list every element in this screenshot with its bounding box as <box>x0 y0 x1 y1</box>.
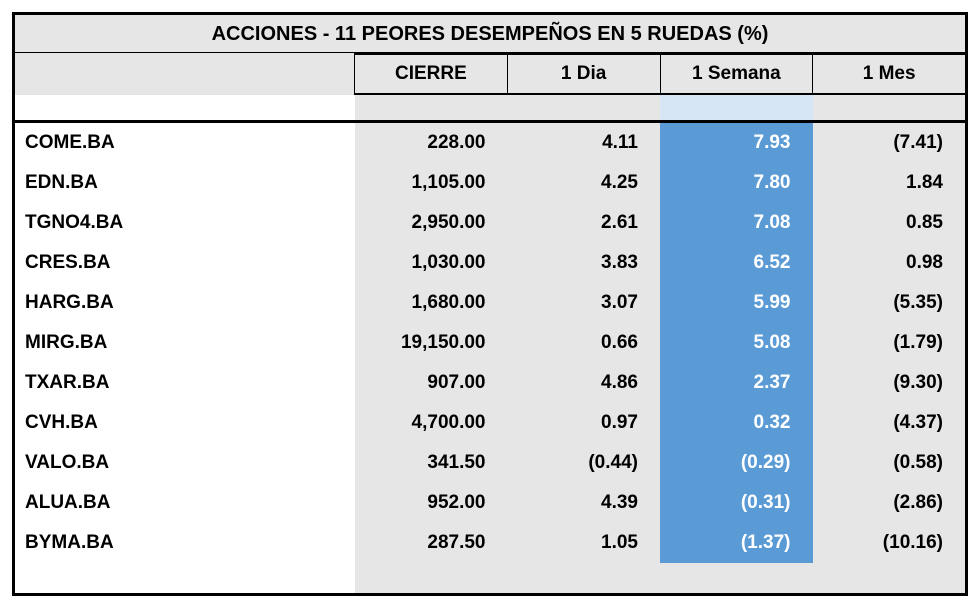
table-row: EDN.BA1,105.004.257.801.84 <box>15 163 965 203</box>
cell-ticker: TXAR.BA <box>15 363 355 403</box>
table-row: VALO.BA341.50(0.44)(0.29)(0.58) <box>15 443 965 483</box>
cell-ticker: TGNO4.BA <box>15 203 355 243</box>
table-row: CVH.BA4,700.000.970.32(4.37) <box>15 403 965 443</box>
cell-cierre: 1,680.00 <box>355 283 508 323</box>
spacer-mes <box>813 95 966 120</box>
header-semana: 1 Semana <box>661 53 814 95</box>
cell-ticker: CVH.BA <box>15 403 355 443</box>
trailer-mes <box>813 563 966 593</box>
cell-semana: (0.29) <box>660 443 813 483</box>
table-row: COME.BA228.004.117.93(7.41) <box>15 123 965 163</box>
cell-semana: 5.99 <box>660 283 813 323</box>
cell-cierre: 228.00 <box>355 123 508 163</box>
table-row: TXAR.BA907.004.862.37(9.30) <box>15 363 965 403</box>
spacer-semana <box>660 95 813 120</box>
cell-semana: 5.08 <box>660 323 813 363</box>
table-row: TGNO4.BA2,950.002.617.080.85 <box>15 203 965 243</box>
trailer-cierre <box>355 563 508 593</box>
cell-cierre: 1,105.00 <box>355 163 508 203</box>
table-trailer-row <box>15 563 965 593</box>
cell-dia: 4.39 <box>508 483 661 523</box>
cell-semana: 0.32 <box>660 403 813 443</box>
header-mes: 1 Mes <box>813 53 965 95</box>
cell-ticker: VALO.BA <box>15 443 355 483</box>
table-body: COME.BA228.004.117.93(7.41)EDN.BA1,105.0… <box>15 123 965 563</box>
spacer-cierre <box>355 95 508 120</box>
table-row: MIRG.BA19,150.000.665.08(1.79) <box>15 323 965 363</box>
cell-mes: (2.86) <box>813 483 966 523</box>
cell-dia: 1.05 <box>508 523 661 563</box>
trailer-ticker <box>15 563 355 593</box>
cell-semana: 7.80 <box>660 163 813 203</box>
cell-ticker: MIRG.BA <box>15 323 355 363</box>
cell-ticker: EDN.BA <box>15 163 355 203</box>
cell-dia: 3.83 <box>508 243 661 283</box>
header-dia: 1 Dia <box>508 53 661 95</box>
cell-cierre: 341.50 <box>355 443 508 483</box>
cell-cierre: 19,150.00 <box>355 323 508 363</box>
cell-cierre: 1,030.00 <box>355 243 508 283</box>
table-spacer-row <box>15 95 965 123</box>
cell-cierre: 2,950.00 <box>355 203 508 243</box>
cell-ticker: ALUA.BA <box>15 483 355 523</box>
cell-semana: (1.37) <box>660 523 813 563</box>
table-row: BYMA.BA287.501.05(1.37)(10.16) <box>15 523 965 563</box>
cell-mes: (7.41) <box>813 123 966 163</box>
cell-dia: (0.44) <box>508 443 661 483</box>
table-row: HARG.BA1,680.003.075.99(5.35) <box>15 283 965 323</box>
cell-semana: 2.37 <box>660 363 813 403</box>
cell-dia: 3.07 <box>508 283 661 323</box>
cell-dia: 2.61 <box>508 203 661 243</box>
cell-ticker: COME.BA <box>15 123 355 163</box>
spacer-ticker <box>15 95 355 120</box>
cell-ticker: CRES.BA <box>15 243 355 283</box>
cell-dia: 4.86 <box>508 363 661 403</box>
cell-mes: (4.37) <box>813 403 966 443</box>
stock-table: ACCIONES - 11 PEORES DESEMPEÑOS EN 5 RUE… <box>12 12 968 596</box>
cell-semana: 7.93 <box>660 123 813 163</box>
cell-cierre: 907.00 <box>355 363 508 403</box>
cell-mes: (9.30) <box>813 363 966 403</box>
cell-mes: 0.85 <box>813 203 966 243</box>
cell-semana: 6.52 <box>660 243 813 283</box>
header-ticker-blank <box>15 53 355 95</box>
cell-dia: 0.97 <box>508 403 661 443</box>
header-cierre: CIERRE <box>355 53 508 95</box>
table-header-row: CIERRE 1 Dia 1 Semana 1 Mes <box>15 53 965 95</box>
cell-semana: 7.08 <box>660 203 813 243</box>
cell-dia: 0.66 <box>508 323 661 363</box>
cell-mes: 0.98 <box>813 243 966 283</box>
table-row: ALUA.BA952.004.39(0.31)(2.86) <box>15 483 965 523</box>
cell-mes: (5.35) <box>813 283 966 323</box>
spacer-dia <box>508 95 661 120</box>
trailer-semana <box>660 563 813 593</box>
cell-cierre: 4,700.00 <box>355 403 508 443</box>
cell-cierre: 952.00 <box>355 483 508 523</box>
cell-mes: 1.84 <box>813 163 966 203</box>
cell-ticker: HARG.BA <box>15 283 355 323</box>
cell-cierre: 287.50 <box>355 523 508 563</box>
cell-dia: 4.25 <box>508 163 661 203</box>
table-row: CRES.BA1,030.003.836.520.98 <box>15 243 965 283</box>
cell-dia: 4.11 <box>508 123 661 163</box>
cell-mes: (1.79) <box>813 323 966 363</box>
cell-mes: (10.16) <box>813 523 966 563</box>
trailer-dia <box>508 563 661 593</box>
table-title: ACCIONES - 11 PEORES DESEMPEÑOS EN 5 RUE… <box>15 15 965 53</box>
cell-ticker: BYMA.BA <box>15 523 355 563</box>
cell-mes: (0.58) <box>813 443 966 483</box>
cell-semana: (0.31) <box>660 483 813 523</box>
